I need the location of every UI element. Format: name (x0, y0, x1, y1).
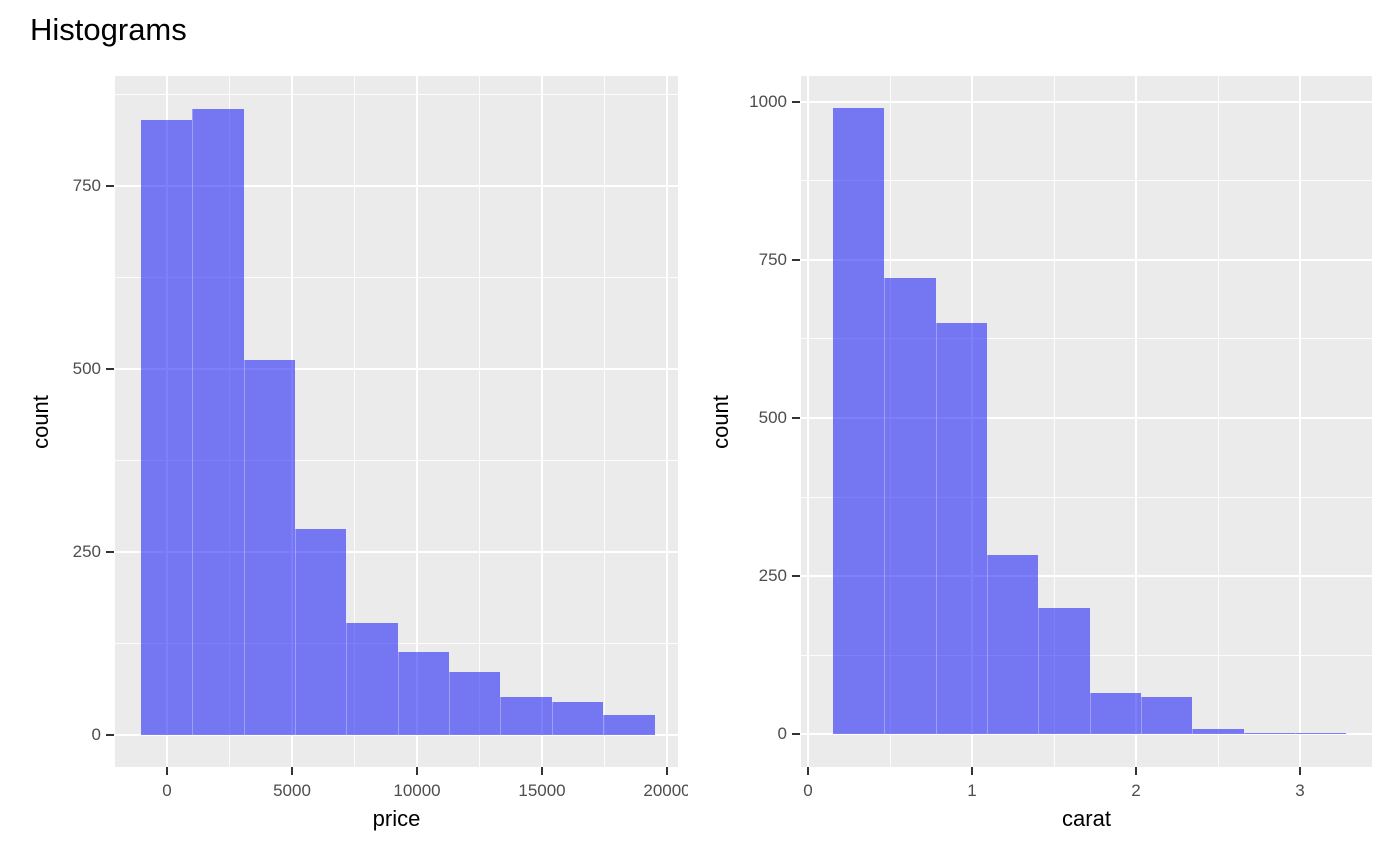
y-tick-mark (792, 417, 800, 420)
histogram-bar (1089, 693, 1141, 735)
plot-title: Histograms (30, 12, 187, 47)
x-major-gridline (666, 76, 668, 767)
x-tick-label: 2 (1131, 781, 1141, 800)
histogram-bar (935, 323, 987, 735)
x-tick-label: 15000 (518, 781, 566, 800)
histogram-bar (243, 360, 295, 735)
y-major-gridline (801, 417, 1372, 420)
y-tick-label: 250 (72, 541, 101, 561)
x-axis-title: price (372, 806, 421, 831)
y-tick-mark (106, 367, 114, 370)
y-minor-gridline (801, 496, 1372, 498)
histogram-bar (192, 108, 244, 735)
histogram-bar (140, 119, 193, 735)
price-histogram-figure: 0 5000 10000 15000 20000 0 250 500 750 price count (0, 0, 688, 866)
x-tick-mark (541, 767, 543, 775)
y-tick-label: 750 (72, 175, 101, 195)
histogram-bar (1140, 697, 1193, 735)
y-tick-mark (106, 550, 114, 553)
y-minor-gridline (801, 338, 1372, 340)
y-tick-mark (792, 100, 800, 103)
x-tick-label: 3 (1295, 781, 1305, 800)
x-tick-mark (291, 767, 293, 775)
y-major-gridline (801, 258, 1372, 261)
y-minor-gridline (115, 276, 678, 278)
y-tick-mark (792, 733, 800, 736)
x-tick-mark (971, 767, 973, 775)
carat-histogram-figure: 0 1 2 3 0 250 500 750 1000 carat count (688, 0, 1400, 866)
x-tick-mark (416, 767, 418, 775)
y-axis-title: count (28, 394, 53, 449)
x-axis-title: carat (1062, 806, 1111, 831)
y-tick-label: 500 (758, 408, 787, 428)
y-tick-label: 250 (758, 566, 787, 586)
histogram-bar (551, 701, 604, 735)
histogram-bar (986, 555, 1039, 735)
y-tick-mark (106, 733, 114, 736)
histogram-bar (346, 622, 398, 735)
y-minor-gridline (115, 459, 678, 461)
x-major-gridline (541, 76, 543, 767)
x-tick-label: 0 (803, 781, 813, 800)
x-tick-mark (1299, 767, 1301, 775)
x-major-gridline (416, 76, 418, 767)
y-tick-label: 750 (758, 249, 787, 269)
x-tick-label: 0 (162, 781, 172, 800)
x-minor-gridline (604, 76, 605, 767)
y-major-gridline (115, 367, 678, 370)
y-major-gridline (115, 550, 678, 553)
x-tick-mark (1135, 767, 1137, 775)
x-minor-gridline (1053, 76, 1055, 767)
x-major-gridline (1299, 76, 1301, 767)
histogram-bar (1294, 733, 1347, 735)
x-tick-mark (666, 767, 668, 775)
y-minor-gridline (801, 180, 1372, 182)
y-tick-label: 500 (72, 358, 101, 378)
x-major-gridline (807, 76, 809, 767)
y-tick-label: 0 (777, 724, 787, 744)
x-minor-gridline (1217, 76, 1219, 767)
x-tick-mark (807, 767, 809, 775)
histogram-bar (1038, 608, 1090, 735)
histogram-bar (500, 696, 552, 735)
y-tick-label: 1000 (749, 91, 787, 111)
y-major-gridline (115, 733, 678, 736)
x-tick-mark (166, 767, 168, 775)
y-axis-title: count (708, 394, 733, 449)
histogram-bar (397, 652, 449, 735)
x-tick-label: 10000 (393, 781, 441, 800)
y-major-gridline (801, 575, 1372, 578)
y-tick-mark (106, 184, 114, 187)
histogram-bar (294, 529, 347, 735)
y-tick-mark (792, 575, 800, 578)
x-tick-label: 1 (967, 781, 977, 800)
y-tick-label: 0 (91, 724, 101, 744)
histogram-bar (603, 715, 655, 735)
x-tick-label: 20000 (643, 781, 688, 800)
histogram-bar (884, 278, 936, 735)
y-minor-gridline (115, 93, 678, 95)
y-major-gridline (115, 184, 678, 187)
histogram-bar (1192, 729, 1244, 735)
y-major-gridline (801, 100, 1372, 103)
histogram-bar (449, 671, 501, 735)
y-tick-mark (792, 258, 800, 261)
x-minor-gridline (479, 76, 480, 767)
histogram-bar (1243, 733, 1295, 735)
x-minor-gridline (354, 76, 355, 767)
histogram-bar (832, 108, 885, 735)
y-major-gridline (801, 733, 1372, 736)
x-tick-label: 5000 (273, 781, 311, 800)
x-major-gridline (1135, 76, 1137, 767)
